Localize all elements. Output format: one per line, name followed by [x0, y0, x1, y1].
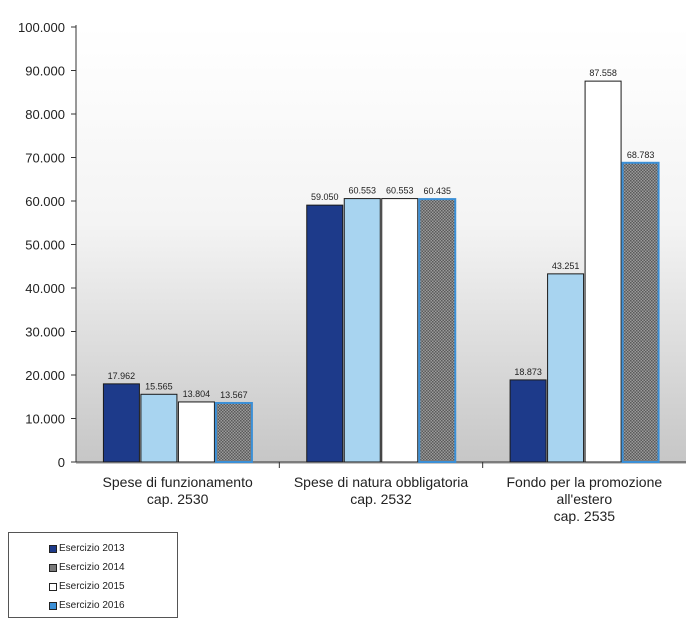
legend-swatch — [49, 601, 57, 610]
y-tick-label: 60.000 — [25, 194, 65, 209]
legend-label: Esercizio 2014 — [59, 562, 125, 573]
legend: Esercizio 2013 Esercizio 2014 Esercizio 20… — [8, 532, 178, 618]
data-label: 17.962 — [108, 371, 136, 381]
bar — [343, 198, 381, 463]
y-tick-label: 40.000 — [25, 281, 65, 296]
data-labels: 17.962 15.565 13.804 13.567 59.050 60.553 60.5… — [108, 68, 655, 400]
data-label: 13.567 — [220, 390, 248, 400]
category-label: cap. 2532 — [350, 491, 412, 507]
category-label: Spese di natura obbligatoria — [294, 474, 469, 490]
bar — [140, 393, 178, 463]
legend-swatch — [49, 544, 57, 553]
y-tick-label: 80.000 — [25, 107, 65, 122]
y-tick-label: 90.000 — [25, 64, 65, 79]
y-tick-label: 20.000 — [25, 368, 65, 383]
legend-swatch — [49, 563, 57, 572]
data-label: 13.804 — [183, 389, 211, 399]
bar — [584, 80, 622, 463]
legend-item: Esercizio 2014 — [9, 558, 177, 577]
category-label: Spese di funzionamento — [103, 474, 253, 490]
bar — [621, 161, 660, 463]
bar — [509, 379, 547, 463]
legend-item: Esercizio 2013 — [9, 539, 177, 558]
data-label: 60.435 — [423, 186, 451, 196]
category-label: Fondo per la promozione — [507, 474, 663, 490]
data-label: 60.553 — [386, 186, 414, 196]
y-tick-label: 70.000 — [25, 151, 65, 166]
legend-label: Esercizio 2013 — [59, 543, 125, 554]
data-label: 43.251 — [552, 261, 580, 271]
legend-label: Esercizio 2016 — [59, 600, 125, 611]
data-label: 68.783 — [627, 150, 655, 160]
bar — [381, 198, 419, 463]
category-label: cap. 2530 — [147, 491, 209, 507]
y-tick-label: 0 — [58, 455, 65, 470]
bar — [102, 383, 140, 463]
bar — [177, 401, 215, 463]
data-label: 87.558 — [589, 68, 617, 78]
y-tick-label: 30.000 — [25, 325, 65, 340]
category-label: cap. 2535 — [554, 508, 616, 524]
bar — [306, 204, 344, 463]
y-tick-label: 50.000 — [25, 238, 65, 253]
y-tick-label: 100.000 — [18, 20, 65, 35]
legend-item: Esercizio 2016 — [9, 596, 177, 615]
plot-background — [76, 26, 686, 464]
bar — [418, 198, 457, 463]
bars — [102, 80, 660, 463]
legend-item: Esercizio 2015 — [9, 577, 177, 596]
data-label: 18.873 — [514, 367, 542, 377]
data-label: 60.553 — [348, 186, 376, 196]
bar — [547, 273, 585, 463]
legend-swatch — [49, 582, 57, 591]
data-label: 15.565 — [145, 381, 173, 391]
category-label: all'estero — [557, 491, 613, 507]
y-tick-label: 10.000 — [25, 412, 65, 427]
data-label: 59.050 — [311, 192, 339, 202]
axes: 0 10.000 20.000 30.000 40.000 50.000 60.000 70.… — [18, 20, 686, 470]
bar — [214, 401, 253, 463]
legend-label: Esercizio 2015 — [59, 581, 125, 592]
